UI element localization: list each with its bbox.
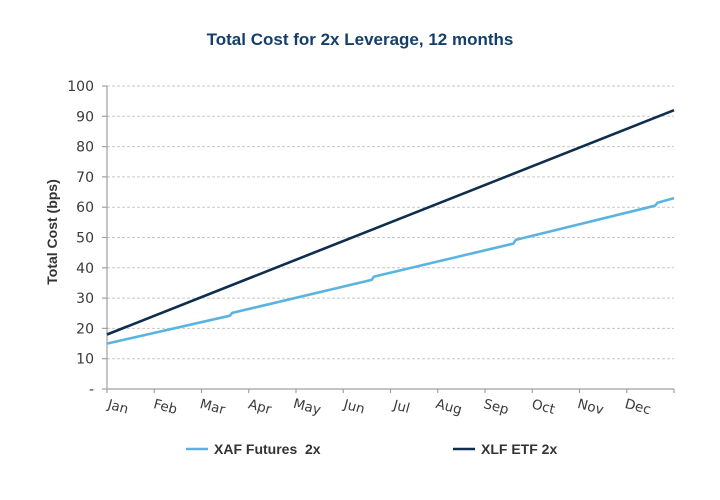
x-tick-label: Nov	[576, 396, 606, 418]
x-tick-label: Feb	[152, 396, 179, 418]
x-tick-labels: Jan Feb Mar Apr May Jun Jul Aug Sep Oct Nov Dec	[105, 396, 653, 419]
y-tick-label: 50	[76, 231, 94, 247]
legend-label: XAF Futures 2x	[214, 441, 321, 457]
series-line-xlf-etf	[106, 108, 675, 336]
y-tick-label: 30	[76, 291, 94, 307]
x-tick-label: Dec	[623, 396, 652, 418]
x-tick-label: Jun	[341, 396, 366, 417]
x-tick-label: Jul	[391, 397, 412, 417]
legend: XAF Futures 2x XLF ETF 2x	[186, 441, 557, 457]
y-tick-label: 100	[67, 79, 94, 95]
y-tick-label: 90	[76, 109, 94, 125]
x-tick-label: Sep	[482, 396, 511, 418]
y-tick-label: 60	[76, 200, 94, 216]
y-tick-label: 70	[76, 170, 94, 186]
series-line-xaf-futures	[106, 196, 675, 345]
y-axis-label: Total Cost (bps)	[44, 179, 60, 285]
x-tick-label: Apr	[246, 396, 273, 418]
series	[106, 108, 675, 345]
legend-label: XLF ETF 2x	[481, 441, 557, 457]
y-tick-label: 80	[76, 140, 94, 156]
x-tick-label: Jan	[105, 396, 130, 417]
x-tick-label: Aug	[434, 396, 464, 418]
x-tick-label: Mar	[198, 396, 227, 418]
y-tick-label: 20	[76, 321, 94, 337]
axes	[102, 85, 675, 393]
y-tick-labels: - 10 20 30 40 50 60 70 80 90 100	[67, 79, 94, 398]
x-tick-label: Oct	[530, 396, 557, 417]
x-tick-label: May	[291, 396, 322, 419]
y-tick-label: -	[89, 382, 94, 398]
y-tick-label: 40	[76, 261, 94, 277]
chart-title: Total Cost for 2x Leverage, 12 months	[207, 30, 514, 49]
y-tick-label: 10	[76, 352, 94, 368]
